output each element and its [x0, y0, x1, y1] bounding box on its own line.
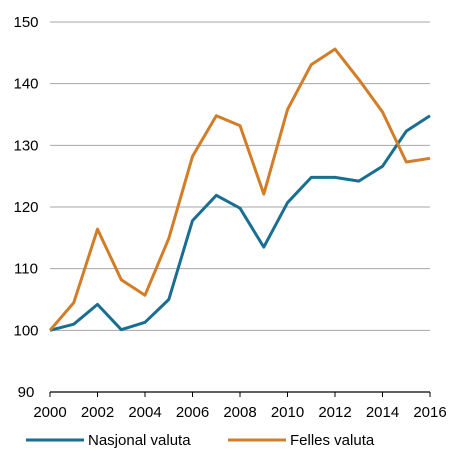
x-tick-label-2012: 2012 [318, 404, 351, 421]
x-tick-label-2016: 2016 [413, 404, 446, 421]
x-tick-label-2014: 2014 [366, 404, 399, 421]
x-tick-label-2008: 2008 [223, 404, 256, 421]
legend-label-0: Nasjonal valuta [88, 432, 191, 449]
series-lines [48, 47, 431, 332]
y-tick-label-100: 100 [13, 322, 38, 339]
y-axis-tick-labels: 90 100 110 120 130 140 150 [13, 14, 38, 401]
y-tick-label-90: 90 [18, 384, 35, 401]
legend: Nasjonal valuta Felles valuta [26, 432, 375, 449]
y-tick-label-120: 120 [13, 199, 38, 216]
series-line-1 [48, 47, 431, 332]
x-tick-label-2010: 2010 [271, 404, 304, 421]
series-line-0 [49, 114, 431, 332]
gridlines [50, 21, 430, 331]
y-tick-label-140: 140 [13, 76, 38, 93]
legend-label-1: Felles valuta [290, 432, 375, 449]
x-tick-label-2000: 2000 [33, 404, 66, 421]
x-tick-label-2004: 2004 [128, 404, 161, 421]
x-tick-label-2002: 2002 [81, 404, 114, 421]
y-tick-label-150: 150 [13, 14, 38, 31]
y-tick-label-110: 110 [14, 261, 38, 278]
x-axis-tick-labels: 2000 2002 2004 2006 2008 2010 2012 2014 2016 [33, 392, 447, 421]
x-tick-label-2006: 2006 [176, 404, 209, 421]
y-tick-label-130: 130 [13, 137, 38, 154]
